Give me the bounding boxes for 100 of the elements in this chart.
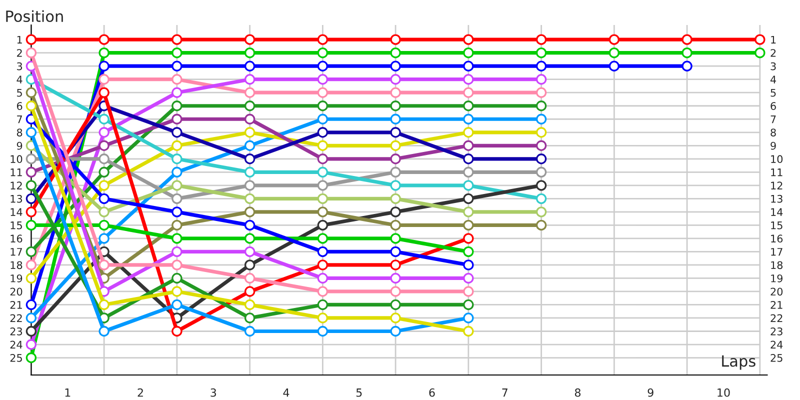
point <box>317 74 328 85</box>
y-tick-label: 14 <box>10 208 22 216</box>
y2-tick-label: 21 <box>770 300 782 309</box>
point <box>463 180 474 191</box>
point <box>98 154 110 164</box>
point <box>98 193 110 204</box>
point <box>463 220 474 231</box>
point <box>463 114 474 124</box>
point <box>26 326 37 337</box>
point <box>390 47 401 58</box>
point <box>26 34 37 45</box>
point <box>244 286 256 297</box>
point <box>390 114 401 124</box>
point <box>463 166 474 178</box>
point <box>390 312 401 324</box>
point <box>26 312 37 324</box>
point <box>536 193 547 204</box>
y-tick-label: 24 <box>10 340 22 348</box>
y-tick-label: 13 <box>10 194 22 203</box>
point <box>536 206 547 218</box>
y-tick-label: 15 <box>10 222 22 230</box>
point <box>244 233 256 244</box>
point <box>244 220 256 231</box>
point <box>172 220 182 231</box>
point <box>172 233 182 244</box>
point <box>317 100 328 112</box>
point <box>463 246 474 258</box>
y2-tick-label: 24 <box>770 340 783 348</box>
point <box>317 140 328 151</box>
point <box>172 74 182 85</box>
point <box>244 154 256 164</box>
point <box>26 100 37 112</box>
point <box>463 326 474 337</box>
point <box>463 47 474 58</box>
point <box>682 47 692 58</box>
point <box>98 233 110 244</box>
point <box>390 233 401 244</box>
point <box>26 299 37 310</box>
point <box>317 206 328 218</box>
point <box>608 47 620 58</box>
point <box>536 74 547 85</box>
point <box>244 140 256 151</box>
point <box>98 166 110 178</box>
point <box>317 286 328 297</box>
x-tick-label: 4 <box>283 388 290 397</box>
point <box>463 87 474 98</box>
point <box>172 286 182 297</box>
point <box>98 74 110 85</box>
point <box>26 339 37 350</box>
x-tick-label: 9 <box>648 388 654 397</box>
x-tick-label: 10 <box>718 388 730 397</box>
x-tick-label: 7 <box>502 388 508 397</box>
point <box>172 60 182 72</box>
point <box>390 87 401 98</box>
point <box>172 47 182 58</box>
point <box>536 60 547 72</box>
point <box>390 246 401 258</box>
point <box>317 114 328 124</box>
point <box>26 193 37 204</box>
point <box>244 47 256 58</box>
point <box>463 193 474 204</box>
point <box>536 220 547 231</box>
y-tick-label: 5 <box>17 88 22 97</box>
point <box>244 100 256 112</box>
point <box>98 127 110 138</box>
y-tick-label: 23 <box>10 327 22 336</box>
point <box>463 154 474 164</box>
y-tick-label: 19 <box>10 274 22 282</box>
point <box>244 246 256 258</box>
point <box>317 47 328 58</box>
point <box>244 180 256 191</box>
point <box>244 87 256 98</box>
point <box>244 312 256 324</box>
point <box>26 220 37 231</box>
point <box>26 352 37 364</box>
x-tick-label: 2 <box>138 388 143 397</box>
y-tick-label: 8 <box>16 128 22 136</box>
point <box>98 260 110 270</box>
x-tick-label: 6 <box>429 388 435 397</box>
y2-tick-label: 23 <box>770 327 782 336</box>
point <box>244 206 256 218</box>
y-tick-label: 9 <box>16 142 22 150</box>
point <box>172 206 182 218</box>
point <box>463 127 474 138</box>
y-tick-label: 1 <box>17 36 22 44</box>
point <box>98 220 110 231</box>
point <box>390 206 401 218</box>
x-tick-label: 8 <box>574 388 581 397</box>
point <box>463 140 474 151</box>
point <box>536 47 547 58</box>
point <box>463 60 474 72</box>
y-tick-label: 6 <box>16 102 22 110</box>
point <box>317 233 328 244</box>
point <box>98 326 110 337</box>
y-tick-label: 16 <box>10 234 22 243</box>
point <box>463 286 474 297</box>
y2-tick-label: 1 <box>771 36 776 44</box>
point <box>244 74 256 85</box>
point <box>244 127 256 138</box>
point <box>317 326 328 337</box>
